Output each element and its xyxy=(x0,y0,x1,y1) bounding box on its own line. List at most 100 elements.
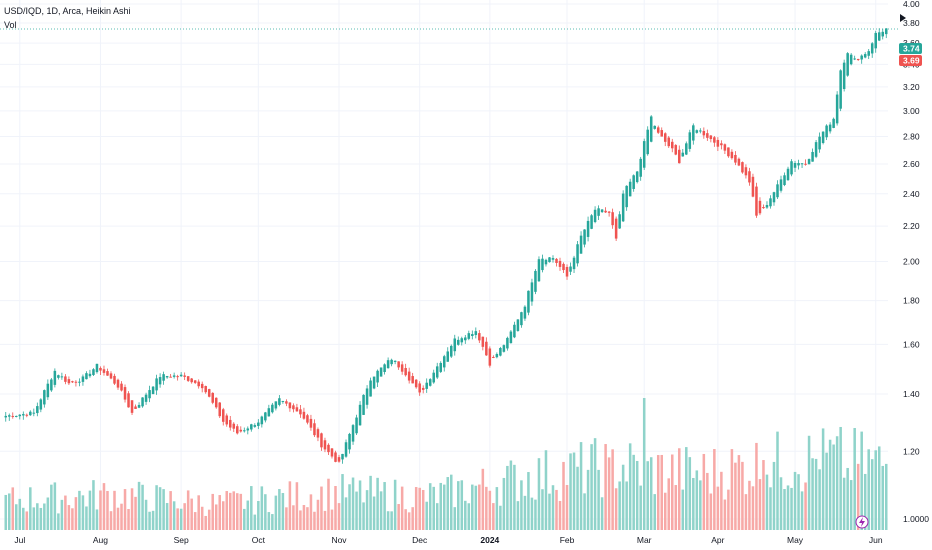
candle-body xyxy=(688,132,692,149)
volume-bar xyxy=(257,501,260,530)
candle-body xyxy=(867,51,870,56)
volume-bar xyxy=(807,435,811,530)
candle-body xyxy=(734,154,737,163)
candle-body xyxy=(793,163,797,168)
candle-body xyxy=(713,137,716,143)
volume-bar xyxy=(821,428,825,530)
candle-body xyxy=(814,142,818,157)
candle-body xyxy=(797,163,800,166)
volume-bar xyxy=(702,453,706,530)
candle-body xyxy=(11,415,15,417)
legend-symbol[interactable]: USD/IQD, 1D, Arca, Heikin Ashi xyxy=(4,6,131,16)
y-tick-label: 1.20 xyxy=(903,446,920,456)
volume-bar xyxy=(414,487,418,530)
volume-bar xyxy=(64,495,67,530)
volume-bar xyxy=(449,474,453,530)
y-tick-label: 2.20 xyxy=(903,221,920,231)
x-tick-label: Jul xyxy=(14,535,25,545)
volume-bar xyxy=(646,461,649,530)
candle-body xyxy=(635,171,639,183)
candle-body xyxy=(228,419,232,428)
volume-bar xyxy=(151,510,155,530)
y-tick-label: 3.20 xyxy=(903,82,920,92)
candle-body xyxy=(499,348,502,356)
candle-body xyxy=(702,130,706,136)
legend-volume[interactable]: Vol xyxy=(4,20,17,30)
candle-body xyxy=(144,394,148,402)
volume-bar xyxy=(502,477,506,530)
volume-bar xyxy=(4,494,8,530)
volume-bar xyxy=(583,493,586,530)
volume-bar xyxy=(253,514,257,530)
volume-bar xyxy=(32,507,36,530)
volume-bar xyxy=(130,488,134,530)
volume-bar xyxy=(541,489,544,530)
x-tick-label: Nov xyxy=(331,535,347,545)
candle-body xyxy=(260,416,264,425)
candle-body xyxy=(800,163,804,165)
candle-body xyxy=(534,270,537,292)
volume-bar xyxy=(713,449,716,530)
candle-body xyxy=(183,375,186,377)
volume-bar xyxy=(421,489,425,530)
candle-body xyxy=(555,258,558,263)
candle-body xyxy=(730,151,734,159)
volume-bar xyxy=(527,472,530,530)
volume-bar xyxy=(572,452,576,530)
candle-body xyxy=(737,158,741,166)
candle-body xyxy=(527,290,530,313)
volume-bar xyxy=(162,489,165,530)
candle-body xyxy=(695,130,699,133)
candle-body xyxy=(274,401,278,409)
candle-body xyxy=(376,370,379,383)
candle-body xyxy=(67,379,71,384)
volume-bar xyxy=(853,428,856,530)
volume-bar xyxy=(776,431,779,530)
volume-bar xyxy=(46,497,50,530)
candle-body xyxy=(825,125,828,138)
volume-bar xyxy=(730,449,734,530)
volume-bar xyxy=(474,485,478,530)
volume-bar xyxy=(43,503,46,530)
volume-bar xyxy=(365,490,369,530)
y-tick-label: 1.80 xyxy=(903,296,920,306)
time-axis[interactable]: Jul Aug Sep Oct Nov Dec 2024 Feb Mar Apr May Jun xyxy=(14,535,882,545)
volume-bar xyxy=(793,471,797,530)
candle-body xyxy=(597,208,600,216)
x-tick-label: Jun xyxy=(869,535,883,545)
y-tick-label: 2.80 xyxy=(903,132,920,142)
volume-bar xyxy=(211,493,214,530)
candle-body xyxy=(853,58,856,60)
candle-body xyxy=(625,185,628,208)
volume-bar xyxy=(92,480,95,530)
candle-body xyxy=(765,205,769,208)
candle-body xyxy=(232,423,236,429)
triangle-right-icon[interactable] xyxy=(900,14,906,22)
volume-bar xyxy=(586,469,590,530)
lightning-icon[interactable] xyxy=(855,515,869,529)
volume-bar xyxy=(579,442,583,530)
volume-bar xyxy=(127,509,130,530)
x-tick-label: Mar xyxy=(637,535,652,545)
candle-body xyxy=(783,175,786,186)
candle-body xyxy=(253,425,257,427)
volume-bar xyxy=(485,486,488,530)
candle-body xyxy=(537,259,541,282)
volume-bar xyxy=(492,503,495,530)
candle-body xyxy=(295,407,299,412)
price-axis[interactable]: 4.003.803.603.403.203.002.802.602.402.20… xyxy=(903,0,929,524)
volume-bar xyxy=(18,498,22,530)
candle-body xyxy=(860,55,863,60)
y-tick-label: 3.80 xyxy=(903,18,920,28)
candle-body xyxy=(520,312,523,326)
volume-bar xyxy=(453,507,457,530)
candle-body xyxy=(344,442,348,457)
candle-body xyxy=(29,411,32,416)
volume-bar xyxy=(611,449,614,530)
volume-bar xyxy=(369,475,372,530)
candle-body xyxy=(60,376,64,378)
candle-body xyxy=(257,422,260,426)
volume-bar xyxy=(670,454,674,530)
